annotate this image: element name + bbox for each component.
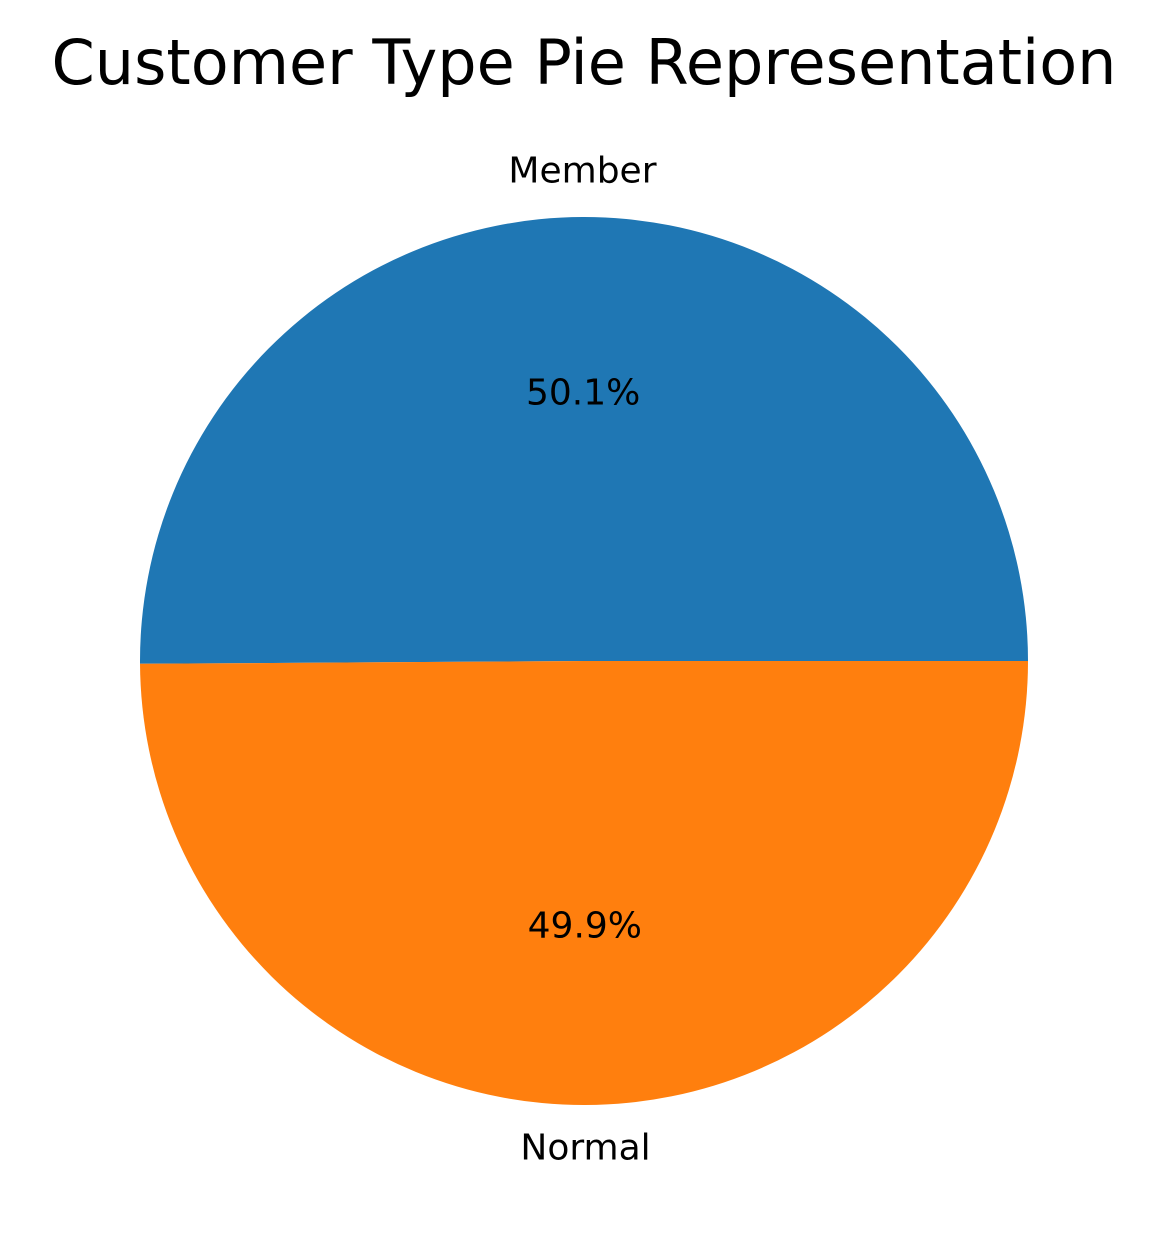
pie-slice-member — [140, 217, 1028, 664]
slice-label-normal: Normal — [520, 1127, 650, 1168]
chart-title: Customer Type Pie Representation — [52, 26, 1117, 99]
percent-label-member: 50.1% — [526, 373, 640, 414]
pie-slice-normal — [140, 661, 1028, 1106]
percent-label-normal: 49.9% — [528, 905, 642, 946]
pie-labels: Member 50.1% Normal 49.9% — [508, 151, 656, 1169]
slice-label-member: Member — [508, 151, 656, 192]
pie-slices — [140, 217, 1028, 1106]
